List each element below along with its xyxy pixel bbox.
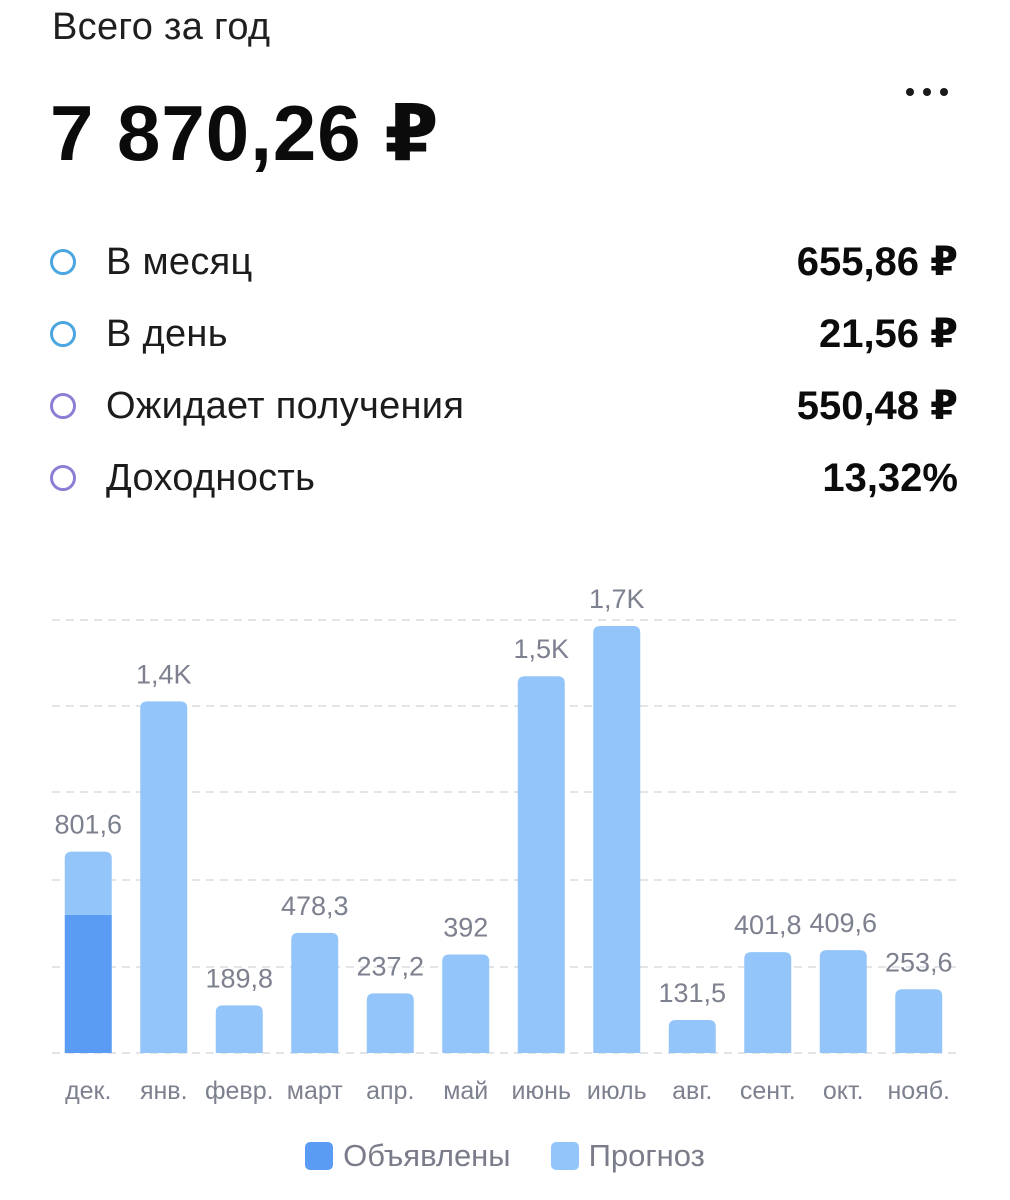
- x-tick-label: февр.: [205, 1077, 274, 1105]
- bar-forecast: [215, 1005, 263, 1053]
- ring-icon: [50, 249, 76, 275]
- x-tick-label: авг.: [672, 1077, 712, 1105]
- x-tick-label: июнь: [511, 1077, 571, 1105]
- bar-declared: [64, 914, 112, 1053]
- x-tick-label: апр.: [366, 1077, 414, 1105]
- x-tick-label: янв.: [140, 1077, 188, 1105]
- legend-item-forecast[interactable]: Прогноз: [550, 1138, 705, 1174]
- data-label: 401,8: [734, 910, 802, 940]
- stat-row-pending: Ожидает получения 550,48 ₽: [50, 370, 960, 442]
- stat-label: В день: [106, 312, 228, 355]
- more-button[interactable]: [892, 72, 962, 112]
- legend-item-declared[interactable]: Объявлены: [305, 1138, 511, 1174]
- bar-forecast: [744, 952, 792, 1053]
- more-dots-icon: [906, 88, 914, 96]
- bar-forecast: [819, 950, 867, 1053]
- x-tick-label: сент.: [740, 1077, 796, 1105]
- legend-swatch-forecast: [550, 1142, 579, 1170]
- bar-forecast: [668, 1019, 716, 1053]
- more-dots-icon: [923, 88, 931, 96]
- data-label: 1,5K: [513, 634, 569, 664]
- data-label: 409,6: [809, 908, 877, 938]
- stat-value: 13,32%: [822, 455, 958, 500]
- more-dots-icon: [940, 88, 948, 96]
- legend-label: Прогноз: [588, 1138, 705, 1173]
- stat-value: 550,48 ₽: [796, 384, 958, 428]
- stat-row-day: В день 21,56 ₽: [50, 298, 960, 370]
- data-label: 478,3: [281, 891, 349, 921]
- stats-list: В месяц 655,86 ₽ В день 21,56 ₽ Ожидает …: [50, 226, 960, 514]
- bar-forecast: [517, 676, 565, 1053]
- dividends-bar-chart: 801,6 дек. 1,4K янв. 189,8 февр. 478,3 март 237,…: [52, 584, 958, 1105]
- bar-forecast: [366, 993, 414, 1053]
- page-title: Всего за год: [52, 6, 271, 48]
- x-tick-label: дек.: [65, 1077, 111, 1105]
- bar-forecast: [64, 851, 112, 915]
- stat-row-yield: Доходность 13,32%: [50, 442, 960, 514]
- x-tick-label: июль: [587, 1077, 647, 1105]
- bar-forecast: [442, 954, 490, 1053]
- ring-icon: [50, 321, 76, 347]
- ring-icon: [50, 465, 76, 491]
- total-amount: 7 870,26 ₽: [50, 89, 440, 177]
- legend-swatch-declared: [305, 1142, 334, 1170]
- stat-label: Доходность: [106, 456, 316, 499]
- bar-forecast: [291, 932, 339, 1053]
- x-tick-label: нояб.: [887, 1077, 950, 1105]
- ring-icon: [50, 393, 76, 419]
- x-tick-label: март: [287, 1077, 343, 1105]
- legend-label: Объявлены: [343, 1138, 511, 1173]
- x-tick-label: окт.: [823, 1077, 864, 1105]
- data-label: 1,7K: [589, 584, 645, 614]
- bar-forecast: [140, 701, 188, 1053]
- stat-value: 655,86 ₽: [796, 240, 958, 284]
- bar-forecast: [895, 989, 943, 1053]
- data-label: 1,4K: [136, 659, 192, 689]
- stat-label: Ожидает получения: [106, 384, 465, 427]
- data-label: 801,6: [54, 810, 122, 840]
- x-tick-label: май: [443, 1077, 488, 1105]
- bar-forecast: [593, 626, 641, 1053]
- stat-label: В месяц: [106, 240, 253, 283]
- data-label: 253,6: [885, 947, 953, 977]
- data-label: 131,5: [658, 978, 726, 1008]
- stat-value: 21,56 ₽: [818, 312, 958, 356]
- chart-legend: Объявлены Прогноз: [0, 1138, 1010, 1174]
- data-label: 237,2: [356, 951, 424, 981]
- data-label: 392: [443, 913, 488, 943]
- stat-row-month: В месяц 655,86 ₽: [50, 226, 960, 298]
- data-label: 189,8: [205, 963, 273, 993]
